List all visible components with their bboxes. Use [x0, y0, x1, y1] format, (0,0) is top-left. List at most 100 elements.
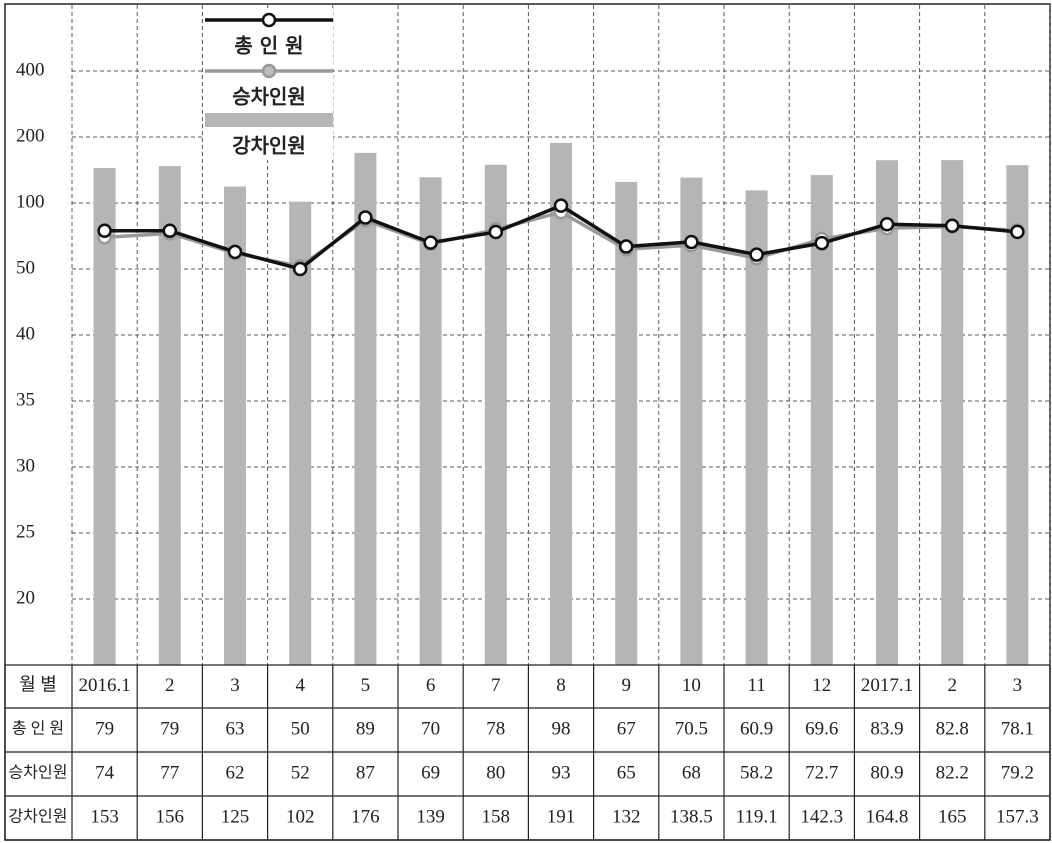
legend-swatch	[205, 113, 333, 127]
x-tick-label: 4	[295, 675, 305, 696]
table-value: 72.7	[805, 762, 838, 783]
table-value: 191	[547, 806, 576, 827]
table-value: 70.5	[675, 718, 708, 739]
bar	[1006, 165, 1029, 665]
point	[944, 218, 960, 233]
table-value: 164.8	[866, 806, 909, 827]
x-tick-label: 9	[621, 675, 631, 696]
table-value: 125	[221, 806, 250, 827]
table-value: 142.3	[800, 806, 843, 827]
table-value: 83.9	[870, 718, 903, 739]
row-header: 총 인 원	[12, 720, 64, 738]
point	[488, 224, 504, 240]
x-tick-label: 7	[491, 675, 501, 696]
y-tick-label: 200	[16, 125, 45, 146]
legend-label: 총 인 원	[234, 34, 303, 58]
y-tick-label: 50	[16, 257, 35, 278]
table-value: 62	[226, 762, 245, 783]
point	[618, 239, 634, 254]
table-value: 153	[90, 806, 119, 827]
x-tick-label: 12	[812, 675, 831, 696]
table-value: 89	[356, 718, 375, 739]
table-value: 156	[156, 806, 185, 827]
point	[1010, 224, 1025, 240]
point	[684, 234, 699, 250]
y-tick-label: 400	[16, 59, 45, 80]
y-tick-label: 30	[16, 455, 35, 476]
table-value: 78.1	[1001, 718, 1034, 739]
x-tick-label: 6	[426, 675, 436, 696]
table-value: 158	[482, 806, 511, 827]
table-value: 78	[486, 718, 505, 739]
bar	[158, 166, 181, 666]
table-value: 165	[938, 806, 967, 827]
x-tick-label: 2017.1	[861, 675, 913, 696]
table-value: 82.8	[936, 718, 969, 739]
table-header: 월 별	[19, 675, 57, 695]
x-tick-label: 2	[165, 675, 175, 696]
y-tick-label: 25	[16, 521, 35, 542]
row-header: 강차인원	[9, 808, 68, 826]
bar	[484, 164, 507, 665]
table-value: 93	[552, 762, 571, 783]
bar	[810, 175, 833, 665]
point	[879, 217, 895, 232]
table-value: 65	[617, 762, 636, 783]
y-tick-label: 35	[16, 389, 35, 410]
table-value: 68	[682, 762, 701, 783]
table-value: 70	[421, 718, 440, 739]
point	[292, 261, 308, 277]
table-value: 50	[291, 718, 310, 739]
bar	[941, 160, 964, 665]
x-tick-label: 3	[230, 675, 240, 696]
point	[814, 235, 830, 251]
table-value: 87	[356, 762, 375, 783]
table-value: 98	[552, 718, 571, 739]
bar	[745, 190, 768, 666]
legend-label: 강차인원	[232, 134, 306, 158]
bar	[354, 152, 377, 666]
legend-bg	[205, 8, 333, 160]
table-value: 139	[416, 806, 445, 827]
table-value: 60.9	[740, 718, 773, 739]
x-tick-label: 3	[1013, 675, 1023, 696]
bar	[876, 160, 898, 665]
point	[423, 235, 438, 250]
x-tick-label: 5	[361, 675, 371, 696]
point	[97, 223, 112, 238]
table-value: 52	[291, 762, 310, 783]
table-value: 80	[486, 762, 505, 783]
y-tick-label: 40	[16, 323, 35, 344]
bar	[224, 186, 246, 665]
table-value: 157.3	[996, 806, 1039, 827]
x-tick-label: 2	[947, 675, 957, 696]
table-value: 80.9	[870, 762, 903, 783]
x-tick-label: 10	[682, 675, 701, 696]
table-value: 79	[160, 718, 179, 739]
table-value: 79	[95, 718, 114, 739]
x-tick-label: 11	[747, 675, 765, 696]
bar	[680, 177, 703, 665]
bar	[93, 168, 116, 665]
x-tick-label: 2016.1	[78, 675, 130, 696]
table-value: 176	[351, 806, 380, 827]
table-value: 69	[421, 762, 440, 783]
bar	[550, 142, 572, 665]
y-tick-label: 100	[16, 191, 45, 212]
y-tick-label: 20	[16, 587, 35, 608]
bar	[289, 201, 312, 665]
legend-label: 승차인원	[232, 85, 306, 109]
bar	[419, 177, 442, 665]
table-value: 63	[226, 718, 245, 739]
row-header: 승차인원	[9, 764, 68, 782]
table-value: 119.1	[736, 806, 778, 827]
legend-marker	[261, 12, 277, 28]
table-value: 82.2	[936, 762, 969, 783]
point	[227, 244, 243, 260]
table-value: 67	[617, 718, 636, 739]
table-value: 58.2	[740, 762, 773, 783]
table-value: 79.2	[1001, 762, 1034, 783]
point	[358, 210, 373, 225]
x-tick-label: 8	[556, 675, 566, 696]
